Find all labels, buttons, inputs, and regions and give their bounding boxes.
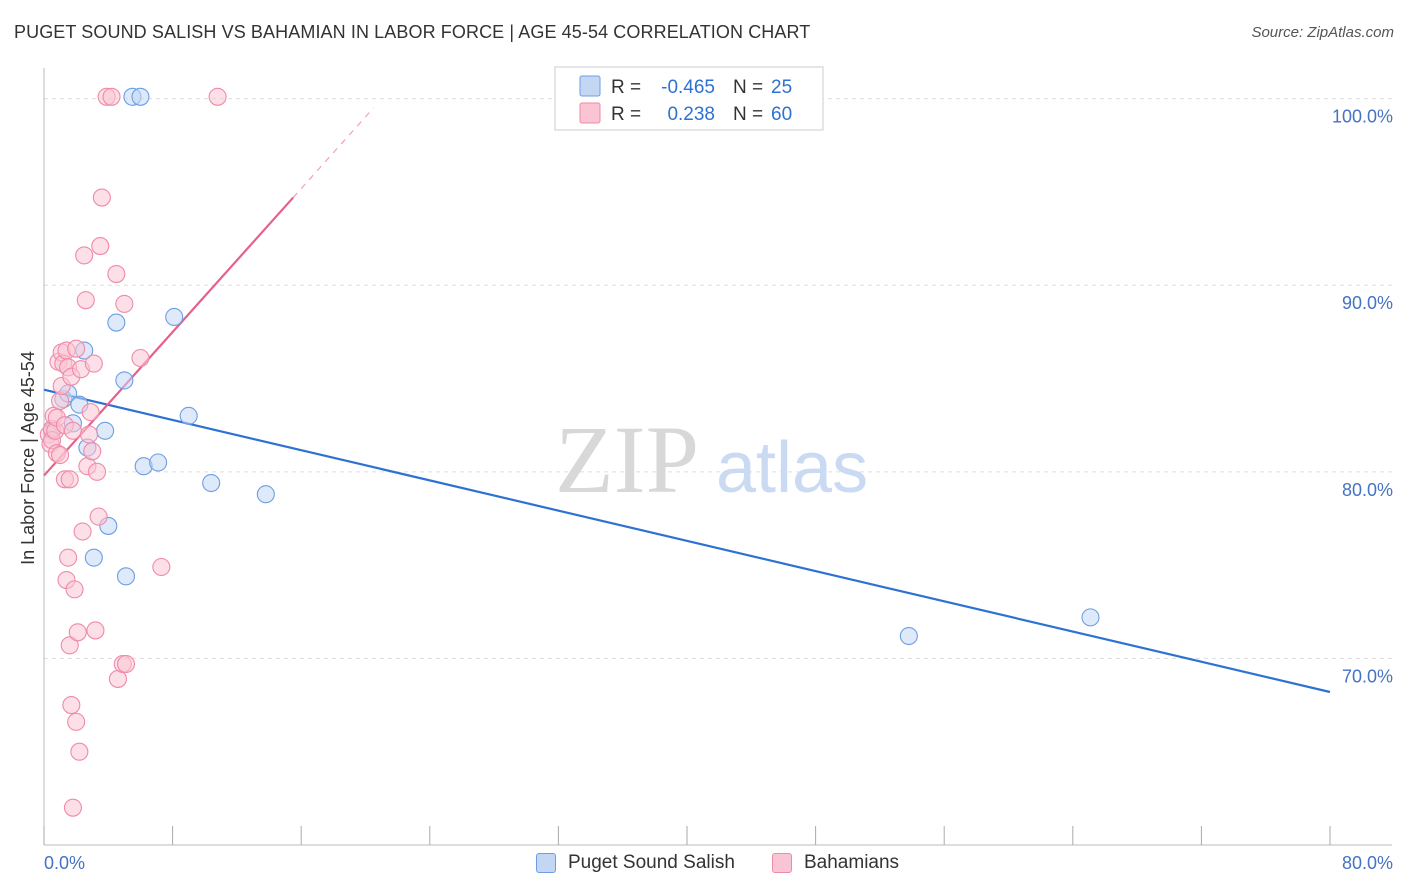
legend-r-label: R = [611,77,641,98]
y-tick-label: 90.0% [1342,293,1393,313]
legend-n-label: N = [733,77,763,98]
data-point [116,654,136,674]
legend-item-salish[interactable]: Puget Sound Salish [536,852,735,874]
data-point [899,626,918,646]
data-point [152,557,171,577]
source-label: Source: ZipAtlas.com [1251,24,1394,41]
data-point [89,507,108,526]
data-point [83,442,102,461]
legend-n-label: N = [733,104,763,125]
data-point [84,354,103,373]
data-point [59,548,78,567]
data-point [76,291,95,310]
watermark: ZIP atlas [555,406,868,513]
x-tick-label: 0.0% [44,853,85,873]
data-point [79,425,99,444]
trend-line [43,388,1331,694]
chart-title: PUGET SOUND SALISH VS BAHAMIAN IN LABOR … [14,22,811,42]
legend-r-label: R = [611,104,641,125]
data-points [39,87,1100,817]
data-point [115,371,134,390]
data-point [92,188,111,207]
legend-label-bahamians: Bahamians [804,852,900,873]
legend-label-salish: Puget Sound Salish [568,852,735,873]
data-point [107,264,126,284]
data-point [208,87,227,106]
data-point [179,406,198,425]
legend-r-value: -0.465 [661,77,715,98]
watermark-atlas: atlas [716,428,868,508]
data-point [67,339,86,358]
data-point [96,421,115,440]
data-point [63,798,82,817]
data-point [60,470,79,489]
data-point [149,453,168,472]
data-point [87,462,107,481]
data-point [65,580,84,599]
data-point [67,712,86,731]
data-point [91,237,110,256]
legend-swatch-bahamians [772,853,792,873]
data-point [202,473,221,493]
legend-swatch-salish [536,853,556,873]
data-point [1081,608,1100,627]
data-point [131,87,150,106]
data-point [60,636,79,655]
trend-lines [43,107,1331,694]
y-tick-label: 80.0% [1342,480,1393,500]
trend-line-extension [292,107,374,198]
data-point [165,307,184,327]
data-point [256,485,275,504]
tick-labels: 100.0% 90.0% 80.0% 70.0% 0.0% 80.0% [44,107,1393,873]
series-legend: Puget Sound Salish Bahamians [0,850,1406,880]
legend-n-value: 60 [771,104,792,125]
data-point [51,391,70,410]
data-point [86,621,105,640]
y-tick-label: 100.0% [1332,107,1393,127]
correlation-legend: R = -0.465 N = 25 R = 0.238 N = 60 [554,66,824,131]
data-point [102,87,121,106]
data-point [70,742,89,761]
data-point [51,445,70,465]
data-point [116,567,136,586]
legend-swatch-salish [579,75,601,97]
legend-item-bahamians[interactable]: Bahamians [772,852,899,874]
legend-r-value: 0.238 [667,104,715,125]
data-point [84,548,103,567]
data-point [81,403,100,422]
data-point [62,696,81,715]
data-point [68,623,87,642]
x-tick-label: 80.0% [1342,853,1393,873]
data-point [75,246,94,265]
y-tick-label: 70.0% [1342,666,1393,686]
gridlines [44,98,1392,659]
watermark-zip: ZIP [555,406,699,513]
axes [43,68,1392,846]
legend-swatch-bahamians [579,102,601,124]
data-point [73,522,92,541]
data-point [115,294,134,313]
data-point [107,313,126,332]
data-point [63,421,82,440]
legend-n-value: 25 [771,77,792,98]
y-axis-label: In Labor Force | Age 45-54 [18,351,38,565]
data-point [131,348,150,368]
